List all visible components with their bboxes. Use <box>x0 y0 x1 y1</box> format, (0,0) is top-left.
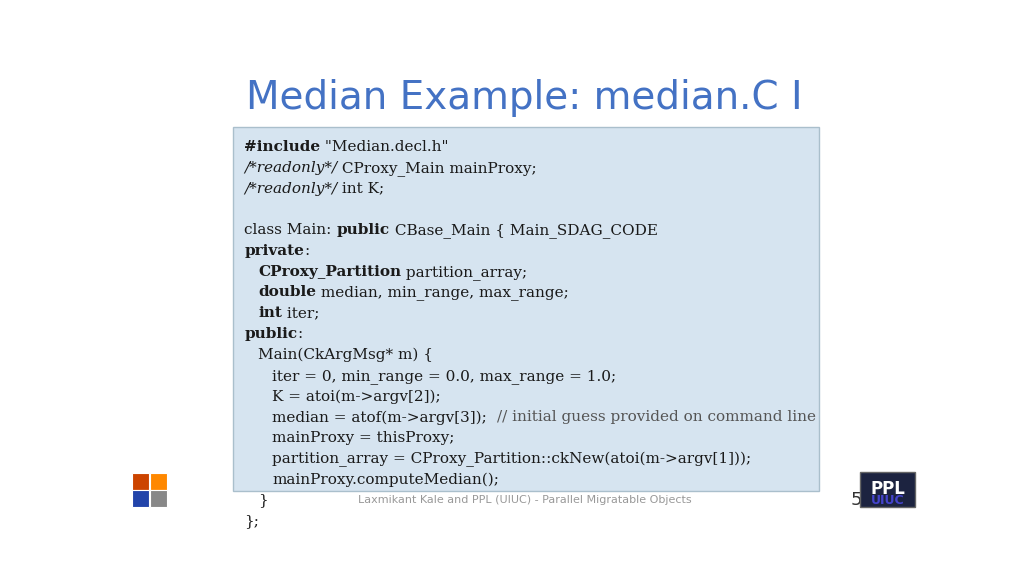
Text: mainProxy.computeMedian();: mainProxy.computeMedian(); <box>272 472 499 487</box>
Text: /*readonly*/: /*readonly*/ <box>245 161 337 175</box>
Text: /*readonly*/: /*readonly*/ <box>245 181 337 195</box>
Text: }: } <box>258 494 268 507</box>
Text: median, min_range, max_range;: median, min_range, max_range; <box>316 286 569 300</box>
Text: Laxmikant Kale and PPL (UIUC) - Parallel Migratable Objects: Laxmikant Kale and PPL (UIUC) - Parallel… <box>358 495 691 505</box>
Text: iter = 0, min_range = 0.0, max_range = 1.0;: iter = 0, min_range = 0.0, max_range = 1… <box>272 369 616 384</box>
Text: public: public <box>245 327 297 341</box>
Text: };: }; <box>245 514 259 528</box>
Bar <box>232 127 819 491</box>
Text: partition_array = CProxy_Partition::ckNew(atoi(m->argv[1]));: partition_array = CProxy_Partition::ckNe… <box>272 452 752 467</box>
Text: :: : <box>304 244 309 258</box>
Text: "Median.decl.h": "Median.decl.h" <box>321 140 449 154</box>
Text: class Main:: class Main: <box>245 223 337 237</box>
Text: mainProxy = thisProxy;: mainProxy = thisProxy; <box>272 431 455 445</box>
Text: UIUC: UIUC <box>870 494 904 507</box>
Text: iter;: iter; <box>282 306 319 320</box>
Text: median = atof(m->argv[3]);: median = atof(m->argv[3]); <box>272 410 497 425</box>
Text: #include: #include <box>245 140 321 154</box>
Bar <box>150 490 167 507</box>
Text: double: double <box>258 286 316 300</box>
Text: PPL: PPL <box>870 480 905 498</box>
Text: Median Example: median.C I: Median Example: median.C I <box>247 79 803 118</box>
Text: Main(CkArgMsg* m) {: Main(CkArgMsg* m) { <box>258 348 433 362</box>
Text: CBase_Main { Main_SDAG_CODE: CBase_Main { Main_SDAG_CODE <box>389 223 657 238</box>
Text: K = atoi(m->argv[2]);: K = atoi(m->argv[2]); <box>272 389 440 404</box>
Text: int: int <box>258 306 282 320</box>
Text: :: : <box>297 327 303 341</box>
Text: public: public <box>337 223 389 237</box>
Bar <box>132 472 148 490</box>
Bar <box>860 472 914 507</box>
Text: 5: 5 <box>851 491 862 509</box>
Bar <box>132 490 148 507</box>
Bar <box>150 472 167 490</box>
Text: partition_array;: partition_array; <box>401 265 527 279</box>
Text: CProxy_Partition: CProxy_Partition <box>258 265 401 279</box>
Text: int K;: int K; <box>337 181 384 195</box>
Text: CProxy_Main mainProxy;: CProxy_Main mainProxy; <box>337 161 537 176</box>
Text: private: private <box>245 244 304 258</box>
Text: // initial guess provided on command line: // initial guess provided on command lin… <box>497 410 816 425</box>
